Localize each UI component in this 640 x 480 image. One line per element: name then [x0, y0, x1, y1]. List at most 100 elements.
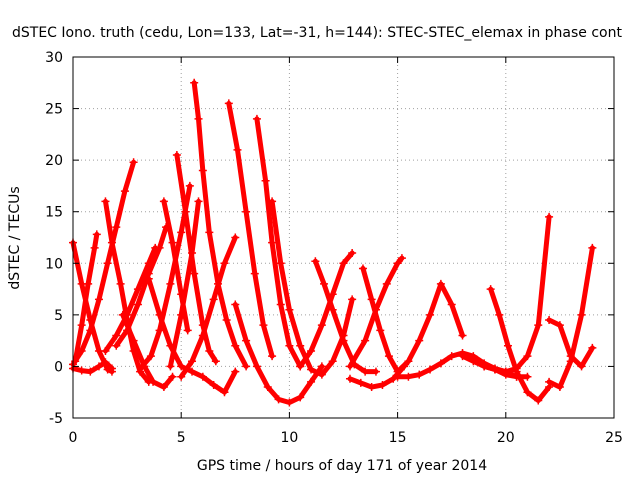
data-point [224, 99, 233, 108]
data-point [84, 279, 93, 288]
data-point [220, 259, 229, 268]
data-point [242, 336, 251, 345]
data-point [376, 326, 385, 335]
data-point [198, 331, 207, 340]
data-point [389, 374, 398, 383]
satellite-trace [70, 159, 137, 367]
data-point [159, 383, 168, 392]
data-point [231, 341, 240, 350]
satellite-trace [139, 183, 193, 369]
satellite-trace [161, 198, 191, 333]
data-point [545, 377, 554, 386]
data-point [296, 362, 305, 371]
data-point [209, 295, 218, 304]
y-tick-label: 25 [45, 102, 63, 118]
data-point [159, 197, 168, 206]
data-point [168, 372, 177, 381]
data-point [328, 305, 337, 314]
x-tick-label: 0 [69, 430, 78, 446]
data-point [328, 290, 337, 299]
data-point [469, 357, 478, 366]
data-point [94, 362, 103, 371]
data-point [307, 365, 316, 374]
data-point [378, 380, 387, 389]
data-point [426, 310, 435, 319]
y-tick-label: 20 [45, 153, 63, 169]
data-point [382, 279, 391, 288]
data-point [103, 259, 112, 268]
x-tick-label: 25 [605, 430, 623, 446]
data-point [276, 300, 285, 309]
x-tick-label: 5 [177, 430, 186, 446]
data-point [112, 341, 121, 350]
data-point [458, 331, 467, 340]
data-point [523, 352, 532, 361]
data-point [311, 257, 320, 266]
data-point [317, 321, 326, 330]
data-point [107, 238, 116, 247]
x-tick-label: 20 [497, 430, 515, 446]
y-tick-label: 30 [45, 50, 63, 66]
data-point [307, 346, 316, 355]
data-point [213, 279, 222, 288]
data-point [107, 364, 116, 373]
data-point [231, 300, 240, 309]
data-point [211, 357, 220, 366]
data-point [198, 166, 207, 175]
data-point [588, 343, 597, 352]
x-axis-label: GPS time / hours of day 171 of year 2014 [197, 458, 487, 474]
data-point [285, 305, 294, 314]
data-point [138, 362, 147, 371]
data-point [371, 367, 380, 376]
data-point [404, 357, 413, 366]
data-point [361, 336, 370, 345]
data-point [339, 336, 348, 345]
data-point [259, 321, 268, 330]
data-point [512, 364, 521, 373]
data-point [436, 279, 445, 288]
data-point [120, 187, 129, 196]
data-point [384, 352, 393, 361]
data-point [155, 310, 164, 319]
axis-ticks: 0 5 10 15 20 25 -5 0 5 10 15 20 25 30 [45, 50, 623, 446]
data-point [250, 269, 259, 278]
data-point [545, 212, 554, 221]
plot-frame [72, 56, 615, 419]
data-point [555, 321, 564, 330]
data-point [86, 367, 95, 376]
satellite-trace [174, 152, 219, 364]
data-point [274, 395, 283, 404]
y-axis-label: dSTEC / TECUs [7, 186, 23, 289]
satellite-trace [191, 80, 249, 369]
data-point [71, 357, 80, 366]
data-point [188, 367, 197, 376]
data-point [501, 370, 510, 379]
data-point [194, 197, 203, 206]
data-point [356, 378, 365, 387]
data-point [185, 181, 194, 190]
data-point [92, 230, 101, 239]
data-point [328, 357, 337, 366]
data-point [404, 372, 413, 381]
data-point [320, 279, 329, 288]
data-point [183, 326, 192, 335]
data-point [400, 362, 409, 371]
x-tick-label: 15 [389, 430, 407, 446]
data-point [486, 285, 495, 294]
data-point [205, 228, 214, 237]
data-point [345, 374, 354, 383]
data-point [133, 300, 142, 309]
data-point [577, 362, 586, 371]
data-point [166, 362, 175, 371]
satellite-trace [120, 312, 175, 390]
data-point [577, 310, 586, 319]
data-point [268, 352, 277, 361]
data-point [190, 78, 199, 87]
data-point [436, 359, 445, 368]
data-point [367, 383, 376, 392]
data-point [261, 176, 270, 185]
data-point [116, 279, 125, 288]
data-point [242, 207, 251, 216]
data-point [317, 362, 326, 371]
data-point [129, 158, 138, 167]
